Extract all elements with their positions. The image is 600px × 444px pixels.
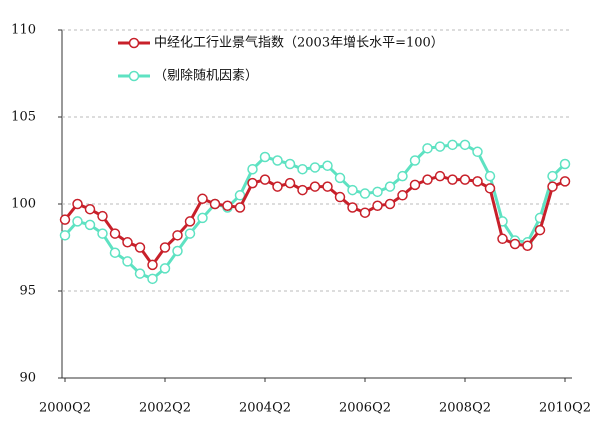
point-marker [59,230,71,241]
point-marker [159,263,171,274]
x-tick-label: 2006Q2 [339,401,391,416]
point-marker [422,143,433,154]
y-tick-label: 100 [11,197,36,212]
x-tick-label: 2000Q2 [39,401,91,416]
point-marker [247,163,258,175]
point-marker [134,268,146,279]
point-marker [397,190,408,201]
point-marker [84,219,96,231]
point-marker [197,212,208,224]
point-marker [522,240,533,252]
point-marker [297,184,308,196]
point-marker [472,146,483,158]
point-marker [122,237,133,248]
point-marker [72,198,83,210]
point-marker [384,198,396,210]
point-marker [322,181,333,192]
point-marker [197,193,208,205]
point-marker [259,174,271,185]
point-marker [172,245,183,257]
point-marker [172,230,183,241]
point-marker [97,210,108,222]
point-marker [272,155,283,166]
point-marker [547,181,558,192]
point-marker [334,172,346,184]
point-marker [109,228,121,239]
point-marker [347,202,358,213]
point-marker [147,273,158,285]
point-marker [184,216,196,227]
point-marker [159,242,171,253]
x-tick-label: 2004Q2 [239,401,291,416]
point-marker [97,228,108,239]
point-marker [434,141,446,152]
point-marker [234,190,246,201]
point-marker [72,216,83,227]
point-marker [322,160,333,171]
point-marker [59,214,71,225]
point-marker [297,163,308,175]
point-marker [184,228,196,239]
point-marker [359,207,371,218]
point-marker [259,151,271,163]
point-marker [222,200,233,211]
point-marker [459,174,471,185]
point-marker [272,181,283,192]
point-marker [84,203,96,215]
point-marker [409,155,421,166]
point-marker [484,170,496,182]
point-marker [547,170,558,182]
point-marker [309,181,321,192]
point-marker [359,188,371,199]
point-marker [384,181,396,192]
y-tick-label: 110 [11,23,36,38]
x-tick-label: 2010Q2 [539,401,591,416]
point-marker [559,158,571,170]
point-marker [284,177,296,189]
point-marker [372,200,383,211]
point-marker [484,183,496,194]
y-tick-label: 90 [19,371,36,386]
point-marker [497,233,508,245]
point-marker [109,247,121,258]
point-marker [459,139,471,151]
point-marker [559,176,571,187]
point-marker [284,158,296,170]
y-tick-label: 105 [11,110,36,125]
point-marker [409,179,421,191]
legend-marker [128,70,140,82]
legend-label: （剔除随机因素） [154,69,258,84]
point-marker [422,174,433,185]
point-marker [509,238,521,250]
point-marker [372,186,383,198]
x-tick-label: 2002Q2 [139,401,191,416]
point-marker [347,184,358,196]
point-marker [209,198,221,210]
point-marker [447,139,458,151]
point-marker [447,174,458,185]
x-tick-label: 2008Q2 [439,401,491,416]
point-marker [397,170,408,182]
point-marker [247,177,258,189]
point-marker [534,224,546,236]
legend-marker [128,37,140,49]
point-marker [234,202,246,213]
legend-label: 中经化工行业景气指数（2003年增长水平=100） [154,35,444,51]
point-marker [309,162,321,173]
point-marker [147,259,158,271]
point-marker [122,256,133,267]
y-tick-label: 95 [19,284,36,299]
point-marker [134,242,146,253]
point-marker [472,176,483,187]
point-marker [434,170,446,182]
point-marker [334,191,346,203]
